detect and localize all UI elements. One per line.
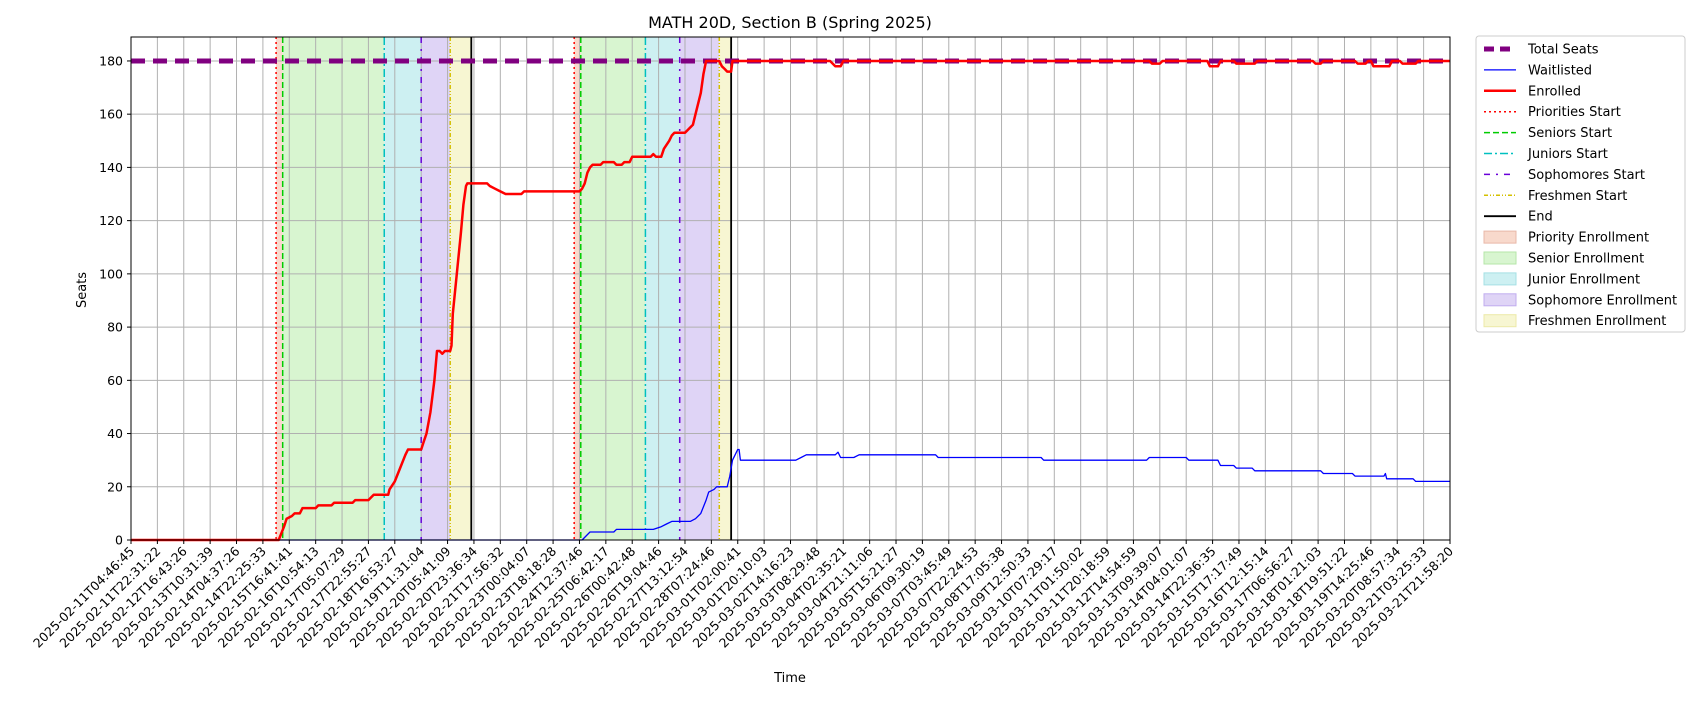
- y-tick-label: 160: [99, 107, 123, 122]
- junior-enrollment-band-1: [384, 37, 422, 540]
- legend-label: Senior Enrollment: [1528, 252, 1644, 267]
- legend-label: Sophomores Start: [1528, 168, 1645, 183]
- sophomore-enrollment-band-2: [679, 37, 720, 540]
- legend-label: Seniors Start: [1528, 126, 1612, 141]
- y-tick-label: 100: [99, 266, 123, 281]
- x-axis-label: Time: [773, 671, 806, 686]
- y-tick-label: 140: [99, 160, 123, 175]
- y-tick-label: 180: [99, 53, 123, 68]
- y-tick-label: 0: [115, 533, 123, 548]
- legend-swatch: [1483, 251, 1517, 265]
- y-tick-label: 80: [107, 320, 123, 335]
- freshmen-enrollment-band-2: [719, 37, 732, 540]
- junior-enrollment-band-2: [645, 37, 680, 540]
- legend-swatch: [1483, 314, 1517, 328]
- legend-swatch: [1483, 293, 1517, 307]
- legend-label: Freshmen Start: [1528, 189, 1627, 204]
- legend-label: Waitlisted: [1528, 63, 1592, 78]
- sophomore-enrollment-band-1: [421, 37, 451, 540]
- y-tick-label: 20: [107, 479, 123, 494]
- legend-label: Sophomore Enrollment: [1528, 293, 1677, 308]
- legend-swatch: [1483, 230, 1517, 244]
- legend-label: Juniors Start: [1527, 147, 1608, 162]
- legend-box: [1475, 35, 1686, 333]
- legend-label: End: [1528, 210, 1553, 225]
- senior-enrollment-band-1: [282, 37, 385, 540]
- y-tick-label: 40: [107, 426, 123, 441]
- y-axis-label: Seats: [75, 272, 90, 308]
- priority-enrollment-band-2: [574, 37, 581, 540]
- legend-label: Total Seats: [1527, 43, 1599, 58]
- legend-label: Freshmen Enrollment: [1528, 314, 1666, 329]
- chart-title: MATH 20D, Section B (Spring 2025): [648, 13, 932, 32]
- legend-label: Priority Enrollment: [1528, 231, 1649, 246]
- legend-label: Priorities Start: [1528, 105, 1621, 120]
- waitlisted-line: [131, 448, 1450, 541]
- y-tick-label: 120: [99, 213, 123, 228]
- plot-area: 0204060801001201401601802025-02-11T04:46…: [30, 36, 1456, 651]
- legend: Total Seats Waitlisted Enrolled Priorities …: [1475, 35, 1686, 333]
- y-tick-label: 60: [107, 373, 123, 388]
- legend-label: Junior Enrollment: [1527, 272, 1640, 287]
- legend-swatch: [1483, 272, 1517, 286]
- legend-label: Enrolled: [1528, 84, 1581, 99]
- freshmen-enrollment-band-1: [450, 37, 472, 540]
- senior-enrollment-band-2: [580, 37, 646, 540]
- enrolled-line: [131, 59, 1450, 542]
- priority-enrollment-band-1: [276, 37, 283, 540]
